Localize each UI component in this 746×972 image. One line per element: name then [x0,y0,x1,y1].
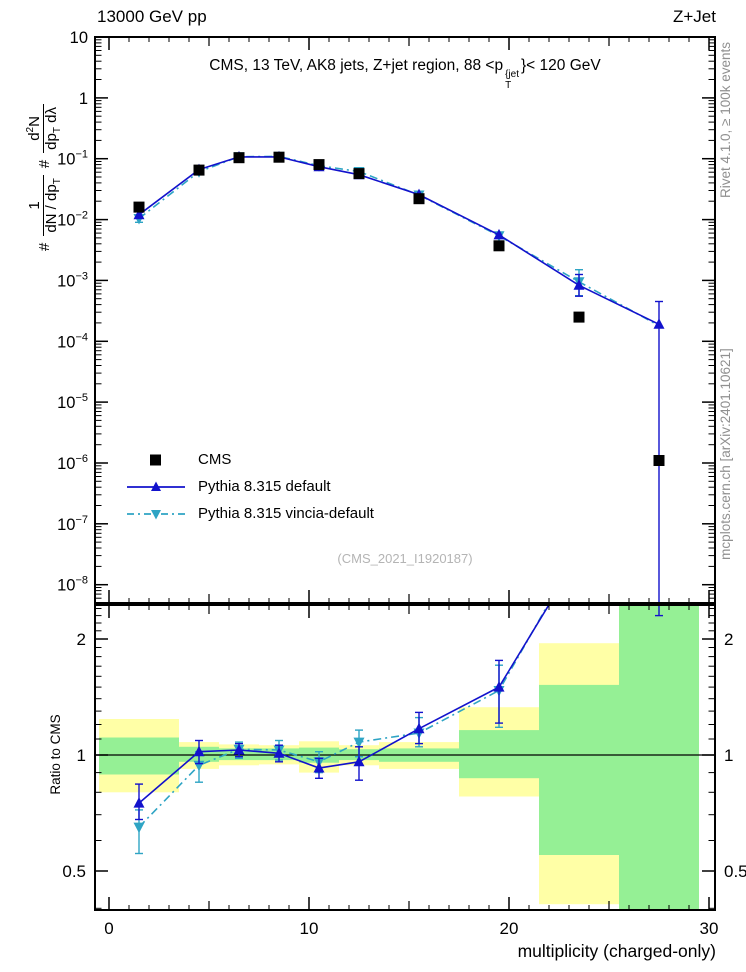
svg-text:0.5: 0.5 [724,862,746,881]
mcplots-arxiv-note: mcplots.cern.ch [arXiv:2401.10621] [718,348,733,560]
legend-item-pythia-vincia: Pythia 8.315 vincia-default [127,500,374,527]
legend-item-cms: CMS [127,446,374,473]
svg-text:2: 2 [724,630,733,649]
pythia-vincia-marker-icon [127,509,185,519]
svg-text:10−7: 10−7 [57,514,88,534]
svg-text:10: 10 [300,919,319,938]
svg-text:1: 1 [724,746,733,765]
legend: CMS Pythia 8.315 default Pythia 8.315 vi… [127,446,374,527]
svg-text:10: 10 [70,29,88,47]
ratio-y-axis-title: Ratio to CMS [48,714,63,795]
panel-title-pre: CMS, 13 TeV, AK8 jets, Z+jet region, 88 … [209,57,504,74]
svg-text:20: 20 [500,919,519,938]
axis-ticks [95,36,715,910]
panel-title-post: }< 120 GeV [521,57,601,74]
x-axis-title: multiplicity (charged-only) [517,941,716,961]
main-panel-frame [94,36,716,604]
pythia-default-marker-icon [127,481,185,491]
svg-text:10−8: 10−8 [57,575,88,595]
y-axis-fraction-2: d2N dpT dλ [25,104,64,153]
main-y-axis-title: # 1 dN / dpT # d2N dpT dλ [10,10,80,345]
svg-text:30: 30 [700,919,719,938]
svg-text:1: 1 [79,90,88,108]
svg-text:0: 0 [104,919,113,938]
legend-item-pythia-default: Pythia 8.315 default [127,473,374,500]
process-label: Z+Jet [673,7,716,26]
svg-text:10−5: 10−5 [57,392,88,412]
panel-title: CMS, 13 TeV, AK8 jets, Z+jet region, 88 … [95,57,715,91]
svg-text:0.5: 0.5 [62,862,86,881]
ratio-panel-frame [94,604,716,911]
vincia-ratio-series [133,605,549,855]
rivet-version-note: Rivet 4.1.0, ≥ 100k events [718,42,733,198]
analysis-id-watermark: (CMS_2021_I1920187) [337,551,473,566]
y-axis-fraction-1: 1 dN / dpT [26,175,64,236]
svg-text:10−6: 10−6 [57,453,88,473]
default-ratio-series [133,605,663,821]
vincia-main-series [133,151,660,327]
panel-title-ptjet: {jet T [505,69,519,91]
svg-text:2: 2 [77,630,86,649]
cms-marker-icon [150,454,161,465]
svg-text:1: 1 [77,746,86,765]
beam-energy-label: 13000 GeV pp [97,7,207,26]
default-main-series [133,150,665,603]
cms-main-series [133,151,665,466]
